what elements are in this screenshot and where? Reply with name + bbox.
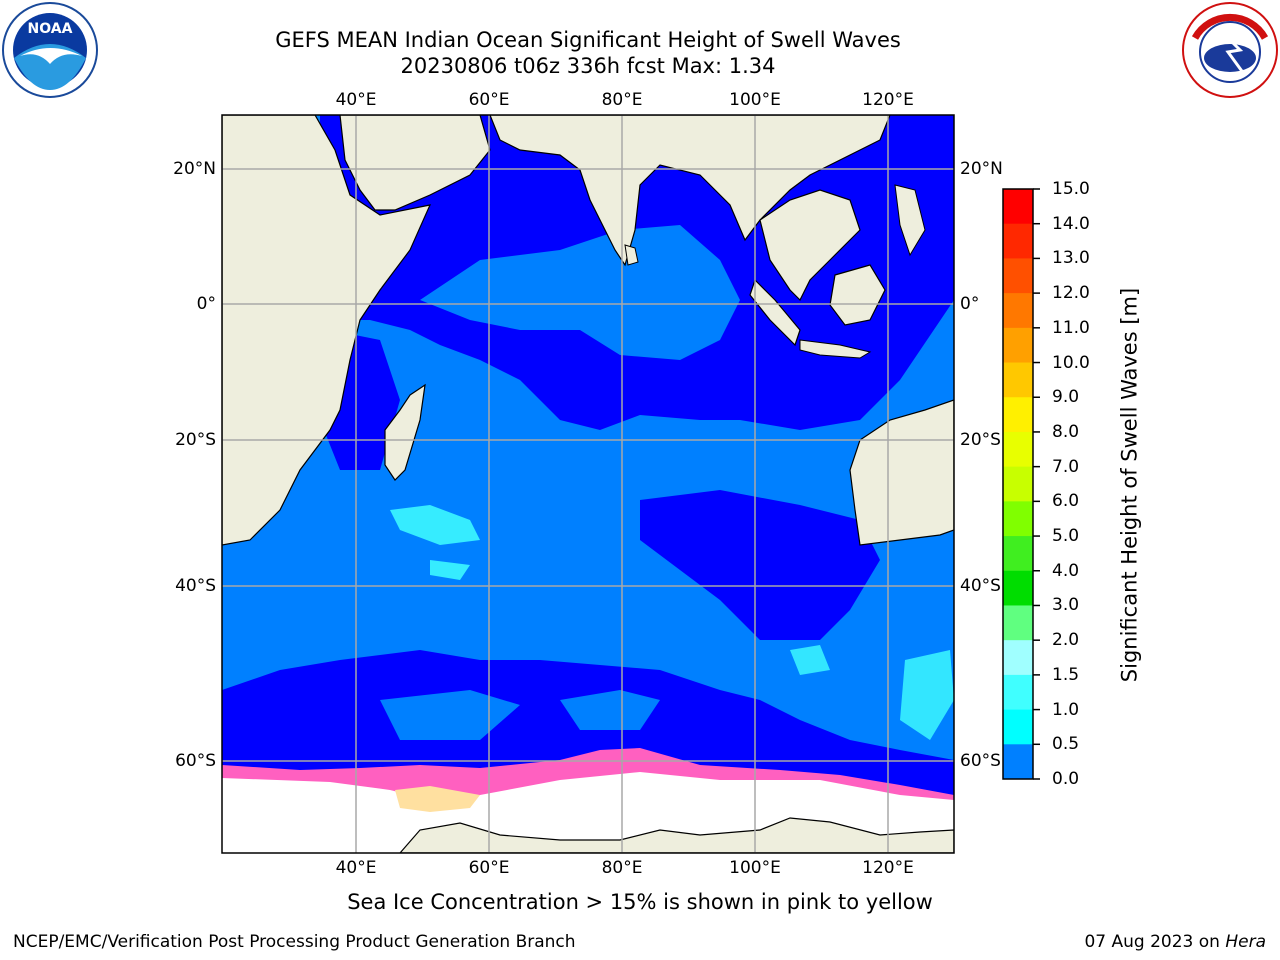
colorbar-segment [1003, 327, 1033, 364]
lat-label-right: 60°S [960, 751, 1001, 771]
lat-label-right: 40°S [960, 576, 1001, 596]
colorbar-title: Significant Height of Swell Waves [m] [1117, 287, 1142, 683]
nws-logo [1182, 2, 1278, 98]
lon-label-top: 80°E [601, 90, 643, 110]
colorbar-tick-label: 13.0 [1052, 248, 1090, 269]
colorbar [1003, 189, 1033, 780]
colorbar-segment [1003, 570, 1033, 606]
lon-label-top: 120°E [862, 90, 914, 110]
colorbar-tick-label: 3.0 [1052, 595, 1080, 616]
colorbar-tick-label: 14.0 [1052, 213, 1090, 234]
footer-date: 07 Aug 2023 on Hera [1084, 932, 1266, 952]
lat-label-left: 0° [196, 294, 216, 314]
lat-label-left: 60°S [175, 751, 216, 771]
colorbar-tick-label: 11.0 [1052, 317, 1090, 338]
colorbar-tick-label: 2.0 [1052, 630, 1080, 651]
colorbar-tick-label: 0.0 [1052, 769, 1080, 789]
svg-text:NOAA: NOAA [28, 21, 73, 37]
lat-label-right: 0° [960, 294, 980, 314]
colorbar-tick-label: 4.0 [1052, 560, 1080, 581]
colorbar-tick-label: 15.0 [1052, 179, 1090, 199]
colorbar-tick-label: 9.0 [1052, 387, 1080, 408]
colorbar-segment [1003, 709, 1033, 745]
lon-label-top: 100°E [729, 90, 781, 110]
map-frame [221, 114, 955, 854]
colorbar-tick-label: 6.0 [1052, 491, 1080, 512]
colorbar-segment [1003, 605, 1033, 641]
lon-label-top: 40°E [335, 90, 377, 110]
colorbar-segment [1003, 223, 1033, 259]
lon-label-bottom: 80°E [601, 858, 643, 878]
colorbar-tick-label: 10.0 [1052, 352, 1090, 373]
footer-host: Hera [1225, 932, 1266, 952]
lat-label-left: 40°S [175, 576, 216, 596]
footer-credit: NCEP/EMC/Verification Post Processing Pr… [13, 932, 576, 952]
colorbar-segment [1003, 466, 1033, 502]
colorbar-tick-label: 7.0 [1052, 456, 1080, 477]
colorbar-tick-label: 12.0 [1052, 283, 1090, 304]
colorbar-segment [1003, 293, 1033, 329]
chart-subtitle: 20230806 t06z 336h fcst Max: 1.34 [400, 54, 776, 78]
noaa-logo: NOAA [2, 2, 98, 98]
lon-label-top: 60°E [468, 90, 510, 110]
lat-label-left: 20°S [175, 430, 216, 450]
lat-label-right: 20°N [960, 159, 1003, 179]
colorbar-tick-label: 1.0 [1052, 699, 1080, 720]
colorbar-segment [1003, 362, 1033, 398]
colorbar-tick-label: 1.5 [1052, 664, 1080, 685]
colorbar-segment [1003, 397, 1033, 433]
colorbar-tick-label: 8.0 [1052, 421, 1080, 442]
colorbar-segment [1003, 536, 1033, 572]
colorbar-segment [1003, 431, 1033, 468]
ice-note: Sea Ice Concentration > 15% is shown in … [347, 890, 933, 914]
colorbar-segment [1003, 640, 1033, 676]
lon-label-bottom: 120°E [862, 858, 914, 878]
colorbar-segment [1003, 258, 1033, 294]
colorbar-tick-label: 0.5 [1052, 734, 1080, 755]
lon-label-bottom: 60°E [468, 858, 510, 878]
lat-label-left: 20°N [173, 159, 216, 179]
chart-title: GEFS MEAN Indian Ocean Significant Heigh… [275, 28, 901, 52]
lat-label-right: 20°S [960, 430, 1001, 450]
colorbar-tick-label: 5.0 [1052, 526, 1080, 547]
colorbar-segment [1003, 674, 1033, 711]
graticule [222, 115, 954, 853]
lon-label-bottom: 40°E [335, 858, 377, 878]
lon-label-bottom: 100°E [729, 858, 781, 878]
map-canvas [222, 115, 954, 853]
footer-date-text: 07 Aug 2023 on [1084, 932, 1220, 952]
colorbar-segment [1003, 501, 1033, 537]
colorbar-segment [1003, 744, 1033, 780]
colorbar-segment [1003, 189, 1033, 225]
